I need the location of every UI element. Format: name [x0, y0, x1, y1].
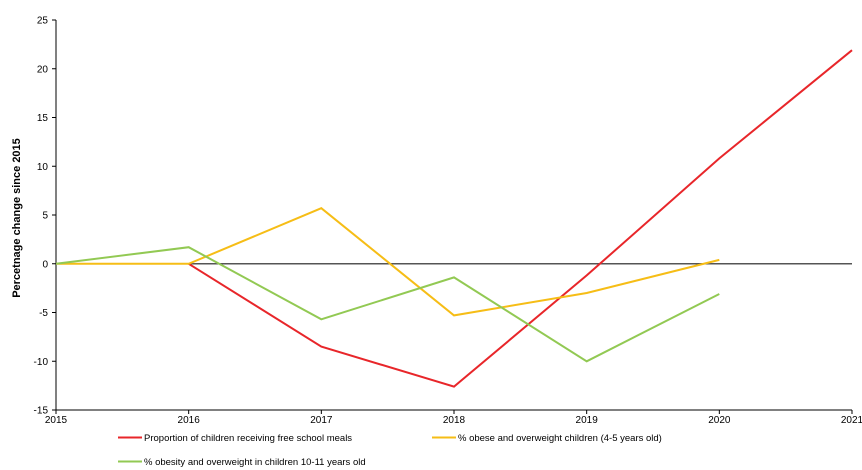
y-tick-label: 0 [42, 259, 48, 270]
y-axis-title-group: Percetnage change since 2015 [11, 138, 23, 298]
y-tick-label: 5 [42, 211, 48, 222]
y-tick-label: 25 [37, 16, 49, 27]
y-tick-label: -5 [39, 308, 48, 319]
x-tick-label: 2018 [443, 415, 466, 426]
series-layer [55, 49, 853, 388]
x-tick-label: 2019 [576, 415, 599, 426]
series-line-3 [55, 246, 720, 363]
y-tick-label: 15 [37, 113, 49, 124]
y-tick-label: -10 [34, 357, 49, 368]
legend-label: Proportion of children receiving free sc… [144, 433, 352, 444]
legend: Proportion of children receiving free sc… [118, 433, 662, 468]
y-tick-label: 20 [37, 64, 49, 75]
y-tick-label: 10 [37, 162, 49, 173]
x-tick-label: 2015 [45, 415, 68, 426]
y-tick-label: -15 [34, 406, 49, 417]
series-line-1 [188, 49, 853, 388]
axes: -15 -10 -5 0 5 10 15 20 25 2015 2016 2017 2018 2019 20… [34, 16, 862, 427]
series-line-2 [56, 207, 720, 317]
x-tick-label: 2017 [310, 415, 333, 426]
x-tick-label: 2020 [708, 415, 731, 426]
legend-label: % obese and overweight children (4-5 yea… [458, 433, 662, 444]
legend-label: % obesity and overweight in children 10-… [144, 457, 366, 468]
x-tick-label: 2016 [178, 415, 201, 426]
x-tick-label: 2021 [841, 415, 862, 426]
y-axis-title: Percetnage change since 2015 [11, 138, 23, 298]
